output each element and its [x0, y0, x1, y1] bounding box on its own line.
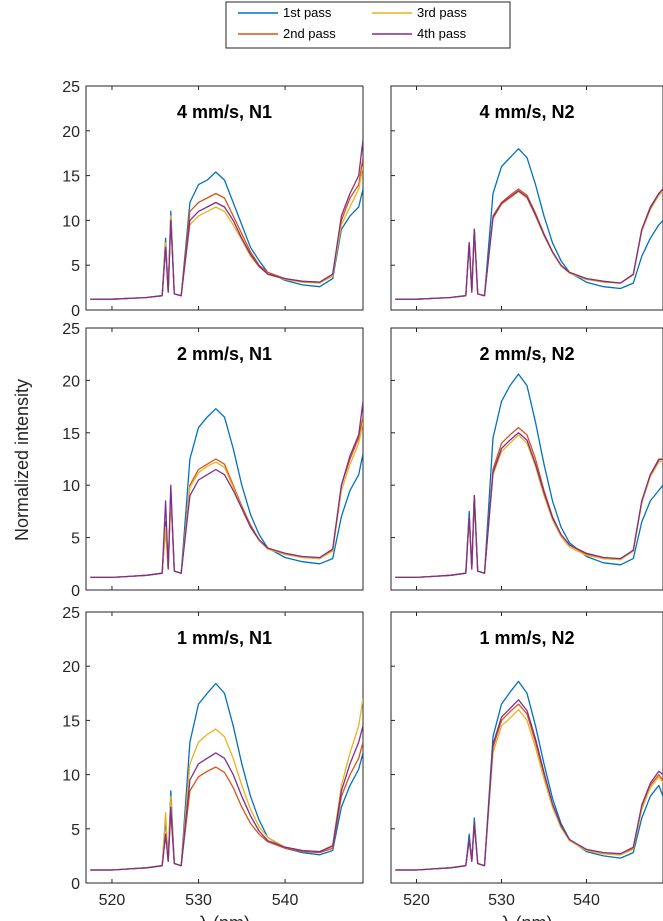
panel-6: 520 530 540 1 mm/s, N2 λ (nm) — [390, 611, 663, 921]
y-axis-label: Normalized intensity — [12, 379, 32, 541]
series-line-4 — [395, 188, 663, 300]
y-tick-label: 10 — [62, 768, 80, 785]
series-group — [90, 682, 363, 871]
y-tick-label: 0 — [71, 583, 80, 600]
series-line-4 — [90, 401, 363, 579]
panel-title: 2 mm/s, N2 — [479, 344, 574, 364]
y-tick-label: 20 — [62, 124, 80, 141]
y-tick-label: 25 — [62, 605, 80, 622]
y-tick-label: 10 — [62, 213, 80, 230]
x-axis-label: λ (nm) — [502, 913, 553, 921]
x-tick-label: 530 — [488, 892, 515, 909]
series-group — [90, 401, 363, 579]
panel-2: 4 mm/s, N2 — [390, 85, 663, 311]
series-line-4 — [395, 699, 663, 871]
series-group — [395, 680, 663, 871]
x-tick-label: 520 — [99, 892, 126, 909]
series-group — [90, 139, 363, 300]
panel-title: 1 mm/s, N1 — [177, 628, 272, 648]
y-tick-label: 25 — [62, 321, 80, 338]
y-tick-label: 15 — [62, 169, 80, 186]
legend-entry-4: 4th pass — [417, 26, 467, 41]
panel-3: 0 5 10 15 20 25 2 mm/s, N1 — [62, 321, 364, 600]
panel-5: 0 5 10 15 20 25 520 530 540 1 mm/s, N1 λ (nm) — [62, 605, 364, 921]
series-group — [395, 373, 663, 579]
panel-title: 4 mm/s, N2 — [479, 102, 574, 122]
panel-1: 0 5 10 15 20 25 4 mm/s, N1 — [62, 79, 364, 320]
y-tick-label: 15 — [62, 713, 80, 730]
series-line-4 — [90, 725, 363, 871]
legend-entry-1: 1st pass — [283, 5, 332, 20]
y-tick-label: 5 — [71, 822, 80, 839]
plot-area — [85, 327, 364, 591]
series-line-4 — [395, 432, 663, 579]
y-tick-label: 0 — [71, 876, 80, 893]
x-axis-label: λ (nm) — [199, 913, 250, 921]
y-tick-label: 10 — [62, 478, 80, 495]
x-tick-label: 540 — [573, 892, 600, 909]
panel-title: 4 mm/s, N1 — [177, 102, 272, 122]
y-tick-label: 0 — [71, 303, 80, 320]
legend-entry-3: 3rd pass — [417, 5, 467, 20]
x-tick-label: 540 — [272, 892, 299, 909]
legend: 1st pass 2nd pass 3rd pass 4th pass — [225, 1, 511, 49]
y-tick-label: 5 — [71, 258, 80, 275]
plot-area — [85, 611, 364, 884]
x-tick-label: 530 — [185, 892, 212, 909]
y-tick-label: 5 — [71, 531, 80, 548]
y-tick-label: 20 — [62, 659, 80, 676]
plot-area — [390, 611, 663, 884]
panel-title: 1 mm/s, N2 — [479, 628, 574, 648]
panel-title: 2 mm/s, N1 — [177, 344, 272, 364]
legend-entry-2: 2nd pass — [283, 26, 336, 41]
x-tick-label: 520 — [403, 892, 430, 909]
y-tick-label: 20 — [62, 373, 80, 390]
plot-area — [390, 327, 663, 591]
y-tick-label: 25 — [62, 79, 80, 96]
legend-box — [225, 1, 511, 49]
series-group — [395, 148, 663, 300]
series-line-4 — [90, 139, 363, 300]
y-tick-label: 15 — [62, 426, 80, 443]
panel-4: 2 mm/s, N2 — [390, 327, 663, 591]
